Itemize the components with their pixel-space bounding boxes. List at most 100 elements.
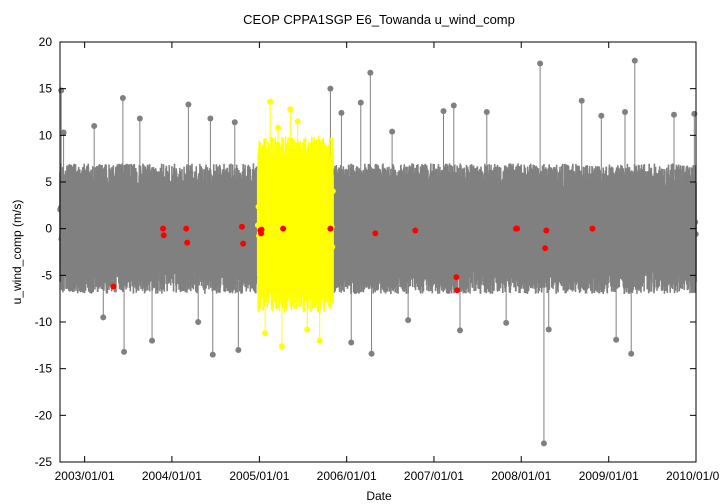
main-series-point [88, 197, 95, 204]
main-series-point [489, 201, 496, 208]
main-series-point [372, 210, 379, 217]
main-series-point [379, 224, 385, 231]
main-series-point [187, 211, 194, 217]
main-series-point [391, 214, 398, 221]
main-series-spike-point [338, 109, 345, 116]
highlight-series-point [260, 207, 266, 213]
highlight-series-point [323, 195, 330, 201]
main-series-point [387, 229, 393, 236]
main-series-point [141, 215, 148, 222]
main-series-point [530, 193, 537, 199]
main-series-point [107, 207, 114, 214]
y-tick-label: 0 [45, 222, 52, 236]
main-series-point [340, 234, 347, 240]
highlight-series-point [315, 211, 321, 218]
highlight-series-spike-point [262, 330, 269, 337]
main-series-point [565, 217, 572, 224]
main-series-point [621, 245, 628, 251]
main-series-point [433, 223, 440, 229]
main-series-point [571, 225, 577, 232]
highlight-series-point [312, 237, 318, 244]
highlight-series-point [290, 267, 296, 274]
y-tick-label: -5 [41, 268, 52, 282]
highlight-series-point [271, 243, 277, 250]
y-tick-label: -25 [35, 455, 53, 469]
main-series-point [649, 207, 656, 214]
main-series-point [103, 210, 109, 216]
main-series-point [592, 233, 599, 240]
main-series-point [525, 263, 531, 269]
x-tick-label: 2004/01/01 [142, 469, 202, 483]
main-series-point [541, 202, 547, 209]
highlight-series-point [268, 197, 274, 203]
main-series-point [216, 206, 223, 212]
main-series-point [355, 241, 362, 248]
main-series-point [211, 231, 218, 237]
y-tick-label: 20 [39, 35, 53, 49]
main-series-point [132, 225, 139, 232]
main-series-point [580, 227, 587, 234]
main-series-point [456, 226, 463, 233]
main-series-point [617, 205, 624, 212]
main-series-point [97, 200, 103, 207]
main-series-point [215, 210, 221, 217]
y-tick-label: 10 [39, 128, 53, 142]
main-series-point [650, 226, 656, 232]
y-tick-label: -15 [35, 362, 53, 376]
main-series-point [78, 238, 85, 244]
main-series-point [561, 200, 568, 207]
main-series-point [332, 231, 339, 238]
main-series-point [149, 217, 155, 224]
main-series-point [674, 249, 681, 256]
main-series-spike-point [628, 350, 635, 357]
flagged-point [110, 283, 117, 290]
main-series-point [454, 250, 461, 256]
main-series-point [351, 206, 358, 213]
highlight-series-point [327, 214, 334, 221]
highlight-series-point [255, 203, 262, 210]
main-series-point [599, 231, 606, 237]
main-series-point [651, 212, 657, 218]
x-tick-label: 2006/01/01 [317, 469, 377, 483]
flagged-point [543, 227, 550, 234]
main-series-point [522, 205, 529, 212]
main-series-point [145, 237, 152, 244]
main-series-point [347, 209, 354, 216]
highlight-series-point [280, 212, 287, 218]
main-series-point [219, 241, 225, 247]
main-series-point [497, 211, 504, 217]
main-series-point [358, 229, 365, 235]
main-series-point [593, 246, 599, 252]
main-series-point [681, 219, 688, 225]
highlight-series-point [265, 215, 272, 222]
main-series-point [59, 210, 66, 217]
highlight-series-point [330, 188, 336, 194]
highlight-series-spike-point [287, 106, 294, 113]
main-series-point [79, 216, 86, 223]
main-series-point [587, 200, 594, 207]
main-series-point [356, 217, 363, 223]
main-series-point [533, 243, 540, 249]
highlight-series-point [258, 237, 265, 244]
main-series-point [451, 231, 458, 238]
main-series-point [437, 253, 444, 260]
main-series-point [68, 192, 75, 199]
main-series-spike-point [149, 337, 156, 344]
main-series-point [81, 195, 87, 202]
flagged-point [240, 240, 247, 247]
main-series-point [524, 191, 531, 198]
main-series-point [513, 253, 519, 259]
main-series-spike-point [540, 440, 547, 447]
main-series-spike-point [121, 348, 128, 355]
main-series-spike-point [209, 351, 216, 358]
main-series-point [554, 210, 561, 216]
main-series-point [523, 240, 530, 247]
main-series-point [164, 203, 170, 210]
main-series-spike-point [621, 109, 628, 115]
main-series-point [440, 220, 446, 227]
x-tick-label: 2007/01/01 [404, 469, 464, 483]
main-series-point [233, 246, 240, 252]
main-series-point [507, 245, 514, 252]
flagged-point [453, 274, 460, 281]
highlight-series-point [298, 218, 305, 225]
